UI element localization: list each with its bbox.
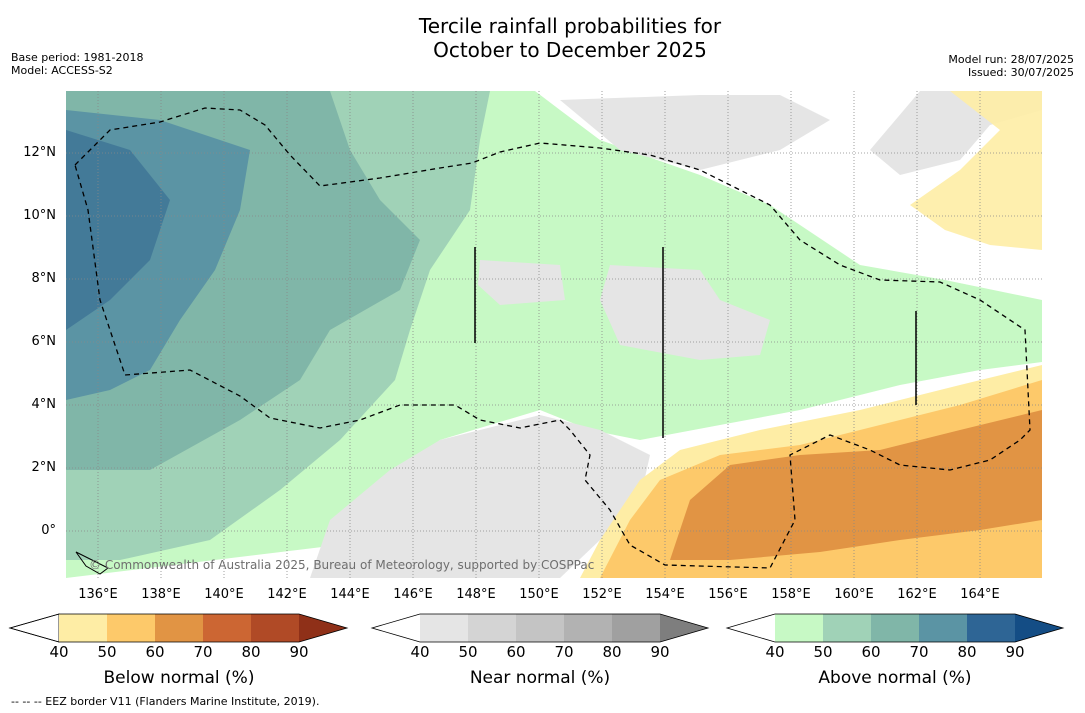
eez-footnote: -- -- -- EEZ border V11 (Flanders Marine… [11,695,320,708]
land-features [474,247,917,438]
colorbar-below-tick: 90 [289,643,309,661]
x-tick: 150°E [519,587,559,602]
model-text: Model: ACCESS-S2 [11,64,113,77]
x-tick: 160°E [834,587,874,602]
y-tick: 12°N [23,145,56,160]
x-tick: 138°E [141,587,181,602]
x-tick: 156°E [708,587,748,602]
colorbar-below-tick: 70 [193,643,213,661]
colorbar-above-tick: 50 [813,643,833,661]
probability-map [66,91,1042,578]
colorbar-below-tick: 80 [241,643,261,661]
copyright-notice: © Commonwealth of Australia 2025, Bureau… [89,558,595,572]
near-normal-region-small [478,260,565,305]
colorbar-near-tick: 90 [650,643,670,661]
x-tick: 140°E [204,587,244,602]
colorbar-above-tick: 60 [861,643,881,661]
colorbar-near-label: Near normal (%) [469,668,611,688]
x-tick: 158°E [771,587,811,602]
eez-borders [74,107,1031,569]
y-tick: 10°N [23,208,56,223]
colorbar-above-tick: 40 [765,643,785,661]
issued-text: Issued: 30/07/2025 [967,66,1074,79]
meta-left: Base period: 1981-2018 Model: ACCESS-S2 [11,51,143,77]
colorbar-above-tick: 90 [1005,643,1025,661]
title-line-1: Tercile rainfall probabilities for [418,14,722,38]
meta-right: Model run: 28/07/2025 Issued: 30/07/2025 [948,53,1074,79]
x-tick: 142°E [267,587,307,602]
near-normal-region-south [310,415,650,578]
colorbar-above-normal [725,613,1065,643]
colorbar-near-normal [370,613,710,643]
colorbar-below-normal [8,613,349,643]
colorbar-below-label: Below normal (%) [103,668,255,688]
model-run-text: Model run: 28/07/2025 [948,53,1074,66]
map-grid [66,91,1042,578]
colorbar-below-tick: 60 [145,643,165,661]
y-tick: 8°N [31,271,57,286]
colorbar-below-tick: 40 [49,643,69,661]
eez-palau-fsm-border [74,107,1031,569]
above-normal-90-region [66,130,170,330]
x-tick: 136°E [78,587,118,602]
near-normal-region-center [600,265,770,360]
y-tick: 2°N [31,460,57,475]
colorbar-near-tick: 70 [554,643,574,661]
x-tick: 152°E [582,587,622,602]
x-tick: 164°E [960,587,1000,602]
below-normal-east-strip [910,91,1042,250]
base-period-text: Base period: 1981-2018 [11,51,144,64]
map-title: Tercile rainfall probabilities for Octob… [0,14,1085,62]
y-tick: 6°N [31,334,57,349]
y-tick: 0° [41,523,56,538]
title-line-2: October to December 2025 [433,38,707,62]
island-outline-sw [75,551,109,575]
x-tick: 148°E [456,587,496,602]
x-tick: 144°E [330,587,370,602]
colorbar-above-label: Above normal (%) [818,668,972,688]
colorbar-below-tick: 50 [97,643,117,661]
colorbar-near-tick: 50 [458,643,478,661]
x-tick: 162°E [897,587,937,602]
below-normal-70-region [670,410,1042,560]
colorbar-near-tick: 40 [410,643,430,661]
x-tick: 154°E [645,587,685,602]
colorbar-near-tick: 80 [602,643,622,661]
colorbar-near-tick: 60 [506,643,526,661]
colorbar-above-tick: 70 [909,643,929,661]
x-tick: 146°E [393,587,433,602]
y-tick: 4°N [31,397,57,412]
colorbar-above-tick: 80 [957,643,977,661]
